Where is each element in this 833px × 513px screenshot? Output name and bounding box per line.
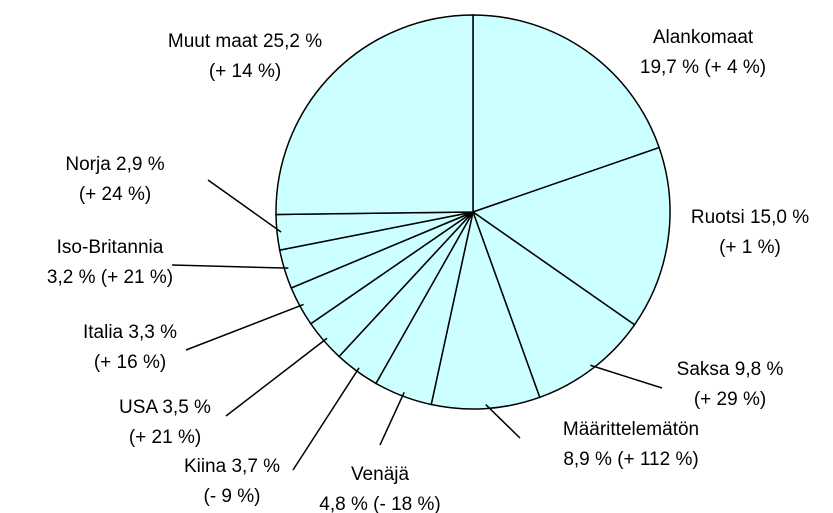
leader-line: [292, 367, 360, 471]
label-part: 4,8 %: [319, 494, 368, 513]
slice-label: Italia 3,3 %: [83, 322, 177, 343]
slice-label: Määrittelemätön: [563, 419, 699, 440]
slice: [275, 14, 474, 216]
label-part: 3,3 %: [128, 322, 177, 343]
slice-label: Alankomaat: [653, 27, 754, 48]
leader-line: [185, 303, 304, 351]
label-part: 25,2 %: [263, 31, 322, 52]
label-part: Venäjä: [351, 464, 410, 485]
label-part: (- 18 %): [373, 494, 441, 513]
slice-label: (+ 1 %): [719, 237, 781, 258]
leader-line: [207, 179, 282, 233]
slice-label: (+ 21 %): [129, 427, 201, 448]
slice: [472, 14, 661, 214]
label-part: Määrittelemätön: [563, 419, 699, 440]
slice: [471, 146, 671, 326]
slices: [275, 14, 671, 410]
label-part: Alankomaat: [653, 27, 754, 48]
label-part: 8,9 %: [563, 449, 612, 470]
label-part: Saksa: [677, 359, 730, 380]
label-part: 15,0 %: [750, 207, 809, 228]
slice-label: 3,2 % (+ 21 %): [47, 267, 173, 288]
label-part: (- 9 %): [204, 486, 261, 507]
label-part: (+ 21 %): [101, 267, 173, 288]
label-part: (+ 16 %): [94, 352, 166, 373]
leader-line: [590, 364, 663, 389]
slice-label: Iso-Britannia: [57, 237, 164, 258]
leader-line: [225, 337, 328, 417]
label-part: (+ 1 %): [719, 237, 781, 258]
slice-label: Kiina 3,7 %: [184, 456, 280, 477]
label-part: Kiina: [184, 456, 227, 477]
label-part: 3,2 %: [47, 267, 96, 288]
label-part: (+ 14 %): [209, 61, 281, 82]
label-part: (+ 112 %): [617, 449, 699, 470]
slice-label: Norja 2,9 %: [65, 154, 164, 175]
slice-label: Ruotsi 15,0 %: [691, 207, 809, 228]
leader-line: [485, 404, 521, 439]
label-part: (+ 21 %): [129, 427, 201, 448]
label-part: 9,8 %: [735, 359, 784, 380]
slice-label: Venäjä: [351, 464, 410, 485]
slice: [471, 210, 636, 399]
label-part: Iso-Britannia: [57, 237, 164, 258]
label-part: (+ 24 %): [79, 184, 151, 205]
slice-label: 4,8 % (- 18 %): [319, 494, 440, 513]
label-part: USA: [119, 397, 158, 418]
slice-label: (+ 16 %): [94, 352, 166, 373]
label-part: Ruotsi: [691, 207, 745, 228]
slice-label: (- 9 %): [204, 486, 261, 507]
label-part: (+ 29 %): [694, 389, 766, 410]
label-part: Italia: [83, 322, 124, 343]
slice-label: Saksa 9,8 %: [677, 359, 784, 380]
slice-label: (+ 14 %): [209, 61, 281, 82]
label-part: Norja: [65, 154, 111, 175]
slice: [430, 209, 541, 410]
slice-label: 19,7 % (+ 4 %): [640, 57, 766, 78]
slice-label: Muut maat 25,2 %: [168, 31, 322, 52]
label-part: (+ 4 %): [704, 57, 766, 78]
label-part: Muut maat: [168, 31, 258, 52]
slice-label: USA 3,5 %: [119, 397, 211, 418]
slice-label: (+ 24 %): [79, 184, 151, 205]
slice-label: (+ 29 %): [694, 389, 766, 410]
leader-line: [379, 392, 405, 446]
slice-label: 8,9 % (+ 112 %): [563, 449, 698, 470]
label-part: 19,7 %: [640, 57, 699, 78]
label-part: 3,7 %: [231, 456, 280, 477]
label-part: 3,5 %: [162, 397, 211, 418]
leader-line: [171, 264, 289, 269]
label-part: 2,9 %: [116, 154, 165, 175]
